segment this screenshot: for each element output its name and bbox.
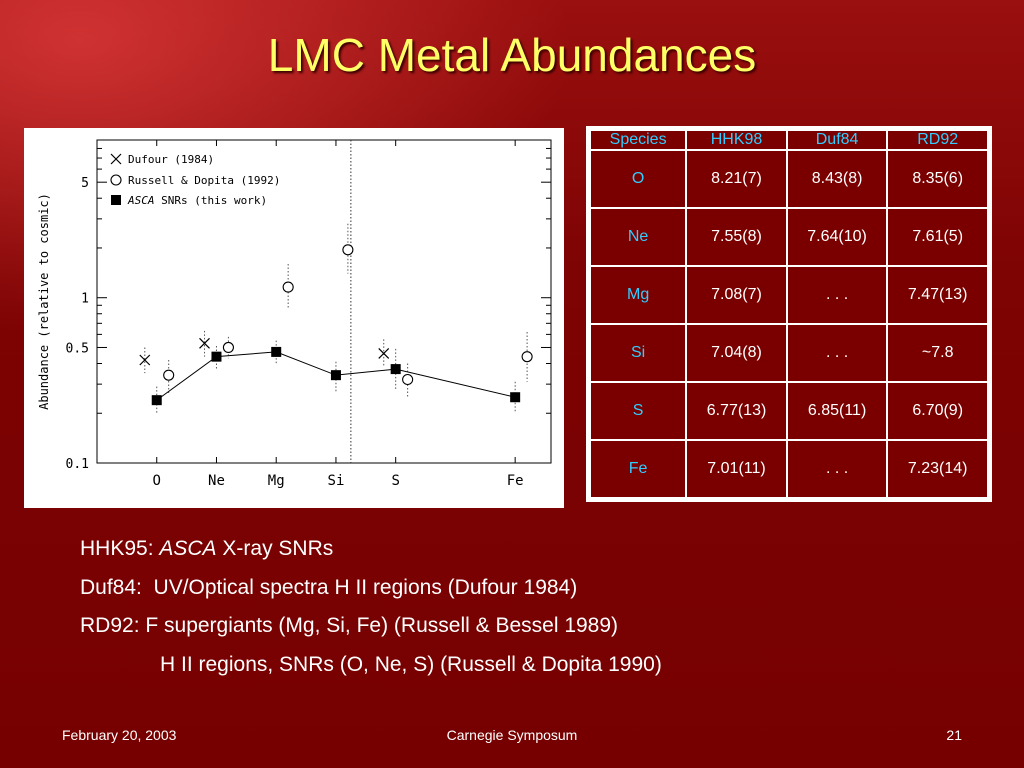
x-tick-label: O	[153, 473, 161, 489]
footer-page-number: 21	[946, 727, 962, 743]
series-line	[156, 351, 516, 401]
species-cell: S	[588, 381, 688, 441]
footer-date: February 20, 2003	[62, 727, 177, 743]
species-cell: Si	[588, 323, 688, 383]
legend-label-rest: SNRs (this work)	[161, 194, 267, 207]
legend-marker-circle	[110, 174, 122, 186]
legend-marker-square	[111, 195, 121, 205]
table-row: Mg 7.08(7) . . . 7.47(13)	[588, 265, 989, 325]
note-rd92: RD92: F supergiants (Mg, Si, Fe) (Russel…	[80, 614, 619, 637]
table-row: O 8.21(7) 8.43(8) 8.35(6)	[588, 149, 989, 209]
data-point-circle	[521, 351, 533, 363]
data-point-square	[330, 370, 341, 381]
source-notes: HHK95: ASCA X-ray SNRs Duf84: UV/Optical…	[80, 534, 662, 688]
species-cell: Fe	[588, 439, 688, 499]
y-tick-label: 0.1	[66, 457, 89, 472]
note-hhk95-italic: ASCA	[159, 537, 217, 560]
x-tick-label: Ne	[208, 473, 225, 489]
value-cell: 7.23(14)	[886, 439, 989, 499]
header-rd92: RD92	[886, 129, 989, 151]
note-duf84: Duf84: UV/Optical spectra H II regions (…	[80, 575, 578, 599]
data-point-x	[139, 354, 151, 366]
note-hhk95-suffix: X-ray SNRs	[216, 537, 334, 560]
data-point-circle	[402, 373, 414, 386]
note-rd92-continued: H II regions, SNRs (O, Ne, S) (Russell &…	[160, 652, 662, 676]
data-point-square	[390, 364, 401, 375]
table-row: Fe 7.01(11) . . . 7.23(14)	[588, 439, 989, 499]
species-cell: O	[588, 149, 688, 209]
x-tick-label: Fe	[507, 473, 524, 489]
data-point-square	[151, 395, 162, 406]
data-point-square	[510, 392, 521, 403]
abundance-table: Species HHK98 Duf84 RD92 O 8.21(7) 8.43(…	[588, 129, 989, 499]
data-point-x	[199, 337, 210, 349]
table-row: S 6.77(13) 6.85(11) 6.70(9)	[588, 381, 989, 441]
header-species: Species	[588, 129, 688, 151]
y-tick-label: 1	[81, 292, 89, 307]
legend-marker-x	[110, 153, 122, 165]
value-cell: ~7.8	[886, 323, 989, 383]
data-point-circle	[163, 369, 175, 381]
data-point-square	[211, 351, 222, 362]
abundance-chart: 0.1 0.5 1 5 O Ne Mg Si S Fe Abundance (relative to…	[24, 128, 564, 508]
value-cell: 7.64(10)	[785, 207, 889, 267]
species-cell: Mg	[588, 265, 688, 325]
x-tick-label: Si	[328, 473, 345, 489]
data-point-x	[378, 348, 390, 359]
data-point-circle	[222, 341, 234, 354]
slide-title: LMC Metal Abundances	[267, 29, 757, 81]
table-row: Ne 7.55(8) 7.64(10) 7.61(5)	[588, 207, 989, 267]
value-cell: 8.21(7)	[685, 149, 788, 209]
data-point-circle	[282, 281, 294, 293]
y-tick-label: 0.5	[66, 341, 89, 356]
legend-label: Dufour (1984)	[128, 153, 214, 166]
value-cell: 6.85(11)	[785, 381, 889, 441]
abundance-table-panel: Species HHK98 Duf84 RD92 O 8.21(7) 8.43(…	[586, 126, 992, 502]
header-duf84: Duf84	[785, 129, 889, 151]
x-tick-label: Mg	[268, 473, 285, 489]
value-cell: 7.04(8)	[685, 323, 788, 383]
y-axis-label: Abundance (relative to cosmic)	[37, 193, 51, 410]
data-point-square	[271, 346, 282, 357]
value-cell: 6.77(13)	[685, 381, 788, 441]
abundance-chart-svg: 0.1 0.5 1 5 O Ne Mg Si S Fe Abundance (relative to…	[37, 139, 552, 489]
value-cell: 7.55(8)	[685, 207, 788, 267]
value-cell: 7.01(11)	[685, 439, 788, 499]
value-cell: . . .	[785, 323, 889, 383]
legend-label-italic: ASCA	[127, 194, 161, 207]
value-cell: 7.47(13)	[886, 265, 989, 325]
note-hhk95-prefix: HHK95:	[80, 537, 160, 560]
y-tick-label: 5	[81, 176, 89, 191]
value-cell: 7.08(7)	[685, 265, 788, 325]
legend-label: Russell & Dopita (1992)	[128, 174, 280, 187]
value-cell: . . .	[785, 439, 889, 499]
species-cell: Ne	[588, 207, 688, 267]
plot-frame	[96, 139, 552, 464]
data-point-circle	[342, 244, 354, 256]
table-header-row: Species HHK98 Duf84 RD92	[588, 129, 989, 151]
value-cell: 8.43(8)	[785, 149, 889, 209]
note-hhk95: HHK95: ASCA X-ray SNRs	[80, 534, 662, 573]
value-cell: 6.70(9)	[886, 381, 989, 441]
legend-label: ASCA SNRs (this work)	[127, 194, 267, 207]
value-cell: 8.35(6)	[886, 149, 989, 209]
value-cell: 7.61(5)	[886, 207, 989, 267]
footer-event: Carnegie Symposum	[446, 727, 578, 743]
value-cell: . . .	[785, 265, 889, 325]
table-row: Si 7.04(8) . . . ~7.8	[588, 323, 989, 383]
x-tick-label: S	[391, 473, 399, 489]
header-hhk98: HHK98	[685, 129, 788, 151]
